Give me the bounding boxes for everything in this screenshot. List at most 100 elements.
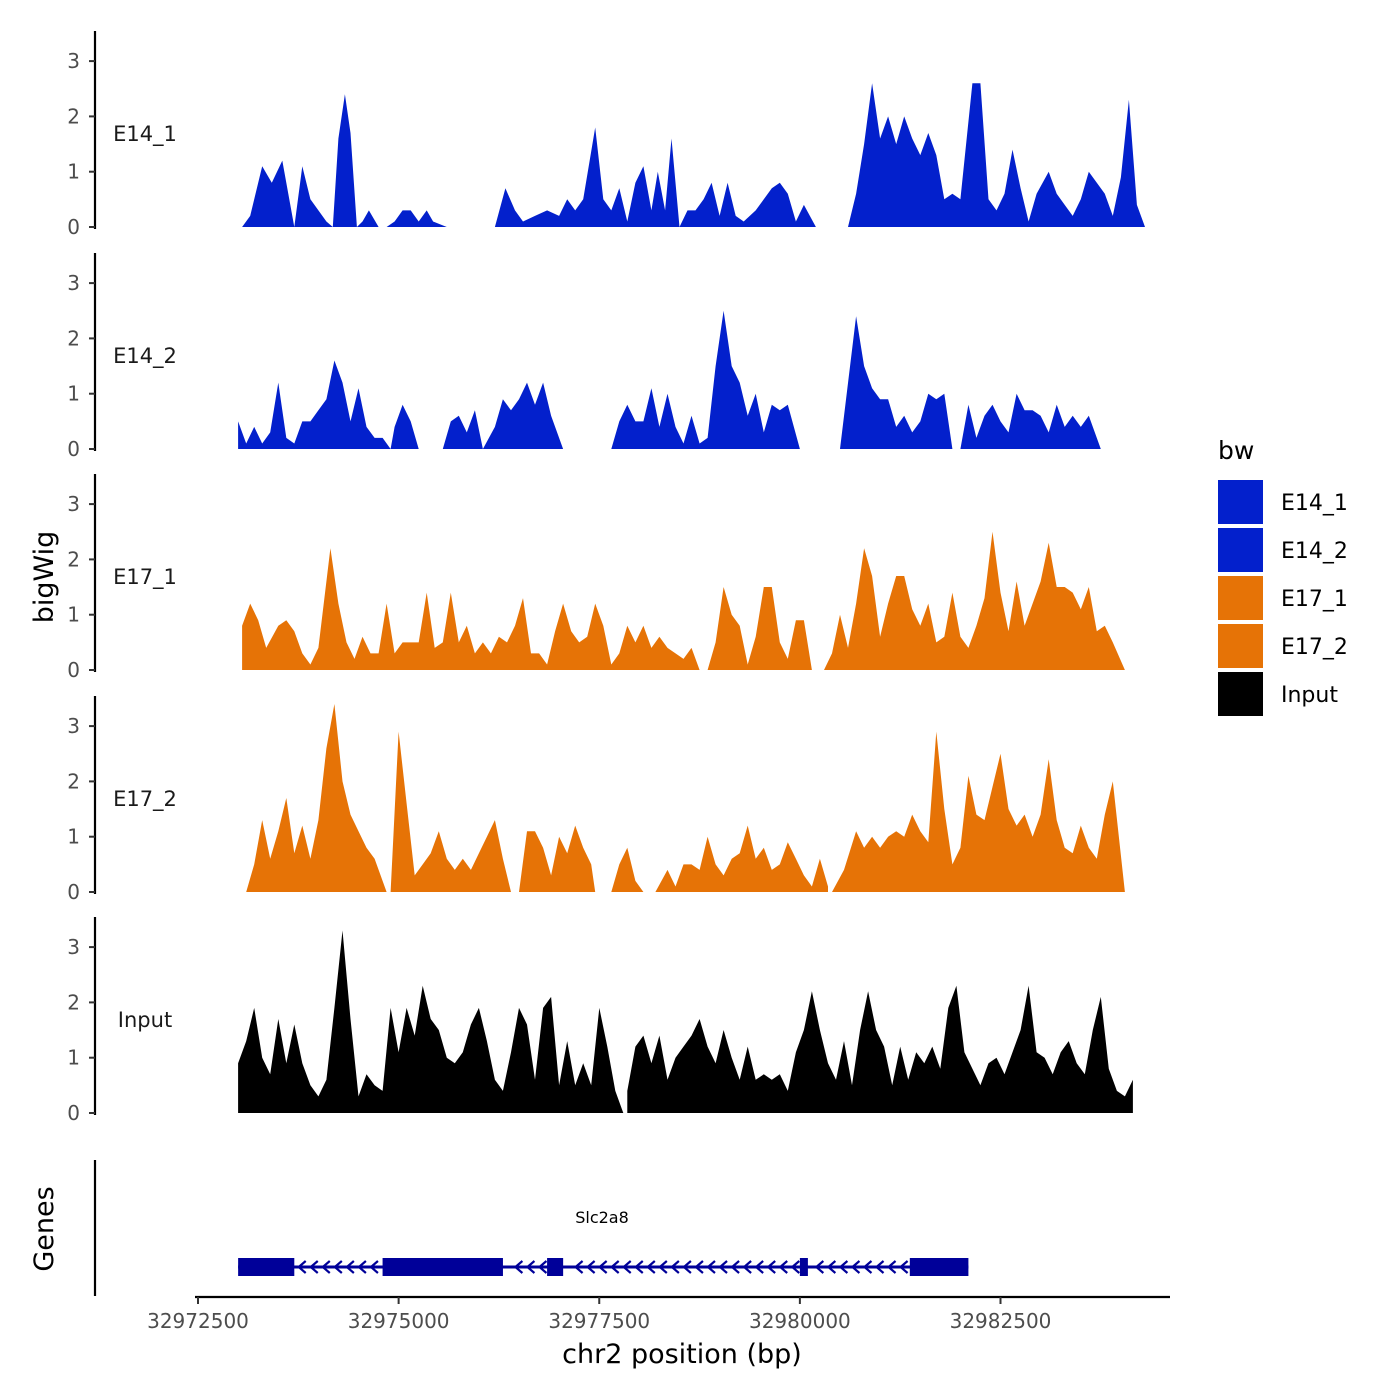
legend-label-E17_2: E17_2 xyxy=(1281,635,1348,660)
strand-arrow xyxy=(333,1260,343,1274)
x-tick-label-32980000: 32980000 xyxy=(749,1309,851,1333)
strand-arrow xyxy=(646,1260,656,1274)
x-tick-label-32977500: 32977500 xyxy=(548,1309,650,1333)
track-label-E14_1: E14_1 xyxy=(113,122,177,147)
gene-exon-1 xyxy=(238,1258,295,1276)
strand-arrow xyxy=(874,1260,885,1274)
coverage-area-E14_1-1 xyxy=(386,210,447,227)
y-tick-label-E17_2-0: 0 xyxy=(67,880,80,904)
coverage-area-E14_2-4 xyxy=(960,393,1101,449)
coverage-area-E17_1-2 xyxy=(824,531,1125,670)
y-tick-label-E14_2-3: 3 xyxy=(67,271,80,295)
axes-layer: 0 1 2 3 E14_1 0 1 2 3 E14_2 0 1 2 3 E17_1 0 1 2 3 E17_2 0 1 2 3… xyxy=(67,31,1170,1333)
y-tick-label-E14_1-0: 0 xyxy=(67,215,80,239)
y-tick-label-E14_2-2: 2 xyxy=(67,326,80,350)
coverage-area-E17_2-4 xyxy=(655,825,828,892)
strand-arrow xyxy=(634,1260,644,1274)
strand-arrow xyxy=(694,1260,704,1274)
coverage-area-E14_2-3 xyxy=(840,316,953,449)
strand-arrow xyxy=(730,1260,740,1274)
coverage-area-E14_1-2 xyxy=(494,127,816,227)
coverage-area-E17_2-0 xyxy=(246,704,387,892)
coverage-area-E14_2-1 xyxy=(442,382,564,449)
strand-arrow xyxy=(790,1260,800,1274)
strand-arrow xyxy=(826,1260,837,1274)
track-label-E17_2: E17_2 xyxy=(113,787,177,812)
y-tick-label-E14_1-1: 1 xyxy=(67,160,80,184)
x-tick-label-32982500: 32982500 xyxy=(950,1309,1052,1333)
legend-swatch-E14_1 xyxy=(1218,480,1263,524)
y-tick-label-Input-3: 3 xyxy=(67,935,80,959)
strand-arrow xyxy=(754,1260,764,1274)
y-axis-title: bigWig xyxy=(29,531,60,624)
coverage-area-E17_1-1 xyxy=(707,587,812,670)
strand-arrow xyxy=(369,1260,379,1274)
gene-exon-2 xyxy=(382,1258,503,1276)
legend-label-E14_2: E14_2 xyxy=(1281,539,1348,564)
gene-panel: Slc2a8 xyxy=(238,1208,969,1276)
track-label-E17_1: E17_1 xyxy=(113,565,177,590)
strand-arrow xyxy=(597,1260,608,1274)
legend-swatch-E17_1 xyxy=(1218,576,1263,620)
y-tick-label-E17_1-1: 1 xyxy=(67,603,80,627)
x-tick-label-32975000: 32975000 xyxy=(348,1309,450,1333)
y-tick-label-Input-0: 0 xyxy=(67,1101,80,1125)
coverage-area-E17_2-5 xyxy=(832,731,1125,892)
strand-arrow xyxy=(513,1260,524,1274)
legend-swatch-E14_2 xyxy=(1218,528,1263,572)
strand-arrow xyxy=(537,1260,548,1274)
genes-axis-title: Genes xyxy=(29,1186,60,1271)
strand-arrow xyxy=(345,1260,355,1274)
gene-exon-5 xyxy=(909,1258,969,1276)
strand-arrow xyxy=(573,1260,584,1274)
gene-label: Slc2a8 xyxy=(575,1208,629,1227)
legend-label-Input: Input xyxy=(1281,683,1338,708)
legend: bw E14_1 E14_2 E17_1 E17_2 Input xyxy=(1218,436,1348,716)
y-tick-label-E17_1-0: 0 xyxy=(67,658,80,682)
strand-arrow xyxy=(838,1260,849,1274)
track-Input xyxy=(238,930,1133,1113)
y-tick-label-E14_2-0: 0 xyxy=(67,437,80,461)
coverage-area-E14_2-0 xyxy=(238,360,419,449)
y-tick-label-E17_2-2: 2 xyxy=(67,769,80,793)
coverage-area-Input-0 xyxy=(238,930,624,1113)
track-E14_2 xyxy=(238,310,1101,449)
coverage-area-E17_1-0 xyxy=(242,548,700,670)
strand-arrow xyxy=(309,1260,319,1274)
strand-arrow xyxy=(778,1260,788,1274)
legend-swatch-E17_2 xyxy=(1218,624,1263,668)
strand-arrow xyxy=(525,1260,536,1274)
strand-arrow xyxy=(850,1260,861,1274)
strand-arrow xyxy=(886,1260,897,1274)
strand-arrow xyxy=(357,1260,367,1274)
strand-arrow xyxy=(862,1260,873,1274)
strand-arrow xyxy=(585,1260,596,1274)
coverage-area-E17_2-1 xyxy=(390,731,511,892)
strand-arrow xyxy=(610,1260,620,1274)
strand-arrow xyxy=(766,1260,776,1274)
y-tick-label-E14_1-3: 3 xyxy=(67,49,80,73)
strand-arrow xyxy=(682,1260,692,1274)
y-tick-label-Input-2: 2 xyxy=(67,990,80,1014)
track-E17_2 xyxy=(246,704,1125,892)
legend-swatch-Input xyxy=(1218,672,1263,716)
strand-arrow xyxy=(658,1260,668,1274)
y-tick-label-E14_2-1: 1 xyxy=(67,382,80,406)
legend-items: E14_1 E14_2 E17_1 E17_2 Input xyxy=(1218,480,1348,716)
gene-exon-4 xyxy=(799,1258,808,1276)
x-axis-title: chr2 position (bp) xyxy=(562,1339,802,1370)
track-E17_1 xyxy=(242,531,1125,670)
legend-label-E14_1: E14_1 xyxy=(1281,491,1348,516)
strand-arrow xyxy=(742,1260,752,1274)
coverage-area-E17_2-3 xyxy=(611,847,644,892)
y-tick-label-Input-1: 1 xyxy=(67,1046,80,1070)
x-tick-label-32972500: 32972500 xyxy=(147,1309,249,1333)
coverage-area-E14_1-0 xyxy=(242,94,379,227)
strand-arrow xyxy=(297,1260,307,1274)
coverage-area-Input-1 xyxy=(627,985,1133,1113)
gene-exon-3 xyxy=(547,1258,564,1276)
strand-arrow xyxy=(718,1260,728,1274)
coverage-area-E17_2-2 xyxy=(519,825,596,892)
